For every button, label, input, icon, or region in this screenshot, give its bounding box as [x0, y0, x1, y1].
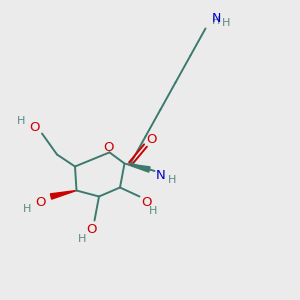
Text: O: O	[142, 196, 152, 209]
Text: H: H	[149, 206, 157, 217]
Text: O: O	[35, 196, 46, 209]
Text: H: H	[222, 17, 231, 28]
Text: H: H	[212, 16, 220, 26]
Polygon shape	[50, 190, 76, 199]
Polygon shape	[124, 164, 150, 172]
Text: H: H	[17, 116, 25, 127]
Text: O: O	[146, 133, 157, 146]
Text: H: H	[78, 233, 87, 244]
Text: H: H	[168, 175, 177, 185]
Text: O: O	[29, 121, 40, 134]
Text: N: N	[156, 169, 165, 182]
Text: O: O	[86, 223, 97, 236]
Text: O: O	[104, 141, 114, 154]
Text: H: H	[23, 203, 31, 214]
Text: N: N	[211, 11, 221, 25]
